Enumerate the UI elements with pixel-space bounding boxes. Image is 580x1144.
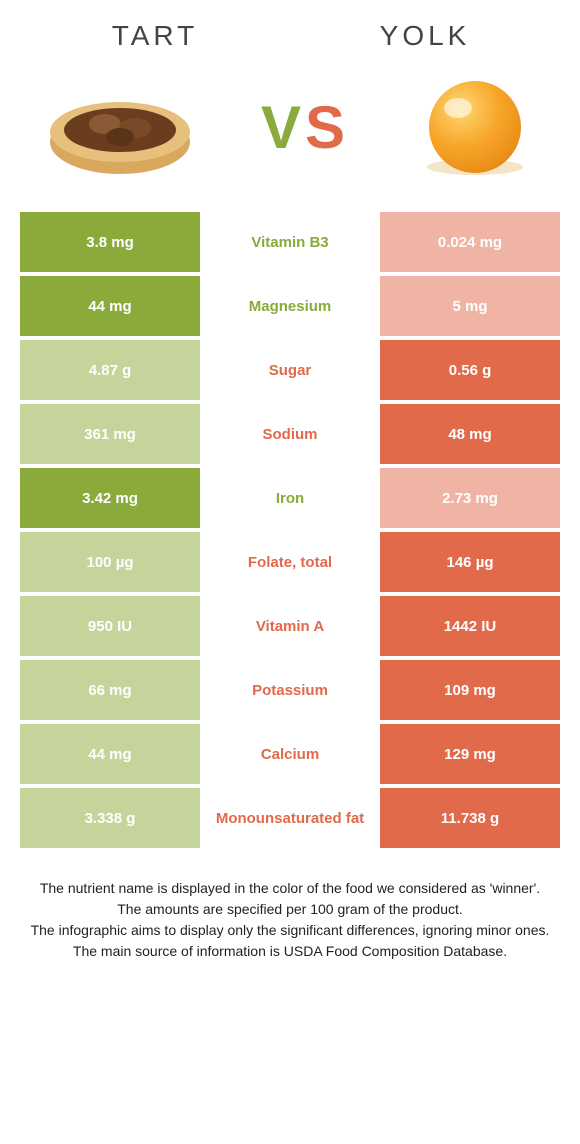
cell-right: 146 µg	[380, 532, 560, 592]
title-left: TART	[20, 20, 290, 52]
images-row: VS	[0, 62, 580, 212]
table-row: 44 mgMagnesium5 mg	[20, 276, 560, 336]
cell-right: 109 mg	[380, 660, 560, 720]
cell-mid: Magnesium	[200, 276, 380, 336]
cell-right: 0.024 mg	[380, 212, 560, 272]
table-row: 3.8 mgVitamin B30.024 mg	[20, 212, 560, 272]
table-row: 44 mgCalcium129 mg	[20, 724, 560, 784]
comparison-table: 3.8 mgVitamin B30.024 mg44 mgMagnesium5 …	[20, 212, 560, 848]
cell-mid: Sodium	[200, 404, 380, 464]
cell-left: 44 mg	[20, 724, 200, 784]
yolk-icon	[410, 72, 540, 182]
cell-left: 3.42 mg	[20, 468, 200, 528]
cell-left: 66 mg	[20, 660, 200, 720]
cell-left: 361 mg	[20, 404, 200, 464]
vs-s: S	[305, 94, 349, 161]
cell-right: 5 mg	[380, 276, 560, 336]
vs-v: V	[261, 94, 305, 161]
cell-left: 44 mg	[20, 276, 200, 336]
cell-left: 3.8 mg	[20, 212, 200, 272]
footnote-line: The nutrient name is displayed in the co…	[30, 878, 550, 899]
table-row: 3.338 gMonounsaturated fat11.738 g	[20, 788, 560, 848]
cell-left: 4.87 g	[20, 340, 200, 400]
cell-left: 100 µg	[20, 532, 200, 592]
cell-mid: Vitamin B3	[200, 212, 380, 272]
table-row: 100 µgFolate, total146 µg	[20, 532, 560, 592]
title-right: YOLK	[290, 20, 560, 52]
cell-left: 3.338 g	[20, 788, 200, 848]
cell-mid: Monounsaturated fat	[200, 788, 380, 848]
table-row: 361 mgSodium48 mg	[20, 404, 560, 464]
footnote-line: The amounts are specified per 100 gram o…	[30, 899, 550, 920]
footnote: The nutrient name is displayed in the co…	[30, 878, 550, 962]
footnote-line: The main source of information is USDA F…	[30, 941, 550, 962]
table-row: 66 mgPotassium109 mg	[20, 660, 560, 720]
cell-mid: Iron	[200, 468, 380, 528]
cell-right: 1442 IU	[380, 596, 560, 656]
cell-right: 11.738 g	[380, 788, 560, 848]
tart-icon	[40, 72, 200, 182]
header-titles: TART YOLK	[0, 0, 580, 62]
cell-mid: Vitamin A	[200, 596, 380, 656]
cell-right: 48 mg	[380, 404, 560, 464]
table-row: 4.87 gSugar0.56 g	[20, 340, 560, 400]
cell-mid: Calcium	[200, 724, 380, 784]
cell-right: 2.73 mg	[380, 468, 560, 528]
cell-right: 129 mg	[380, 724, 560, 784]
footnote-line: The infographic aims to display only the…	[30, 920, 550, 941]
cell-left: 950 IU	[20, 596, 200, 656]
vs-label: VS	[261, 93, 349, 162]
cell-mid: Folate, total	[200, 532, 380, 592]
table-row: 3.42 mgIron2.73 mg	[20, 468, 560, 528]
cell-mid: Potassium	[200, 660, 380, 720]
cell-mid: Sugar	[200, 340, 380, 400]
cell-right: 0.56 g	[380, 340, 560, 400]
table-row: 950 IUVitamin A1442 IU	[20, 596, 560, 656]
